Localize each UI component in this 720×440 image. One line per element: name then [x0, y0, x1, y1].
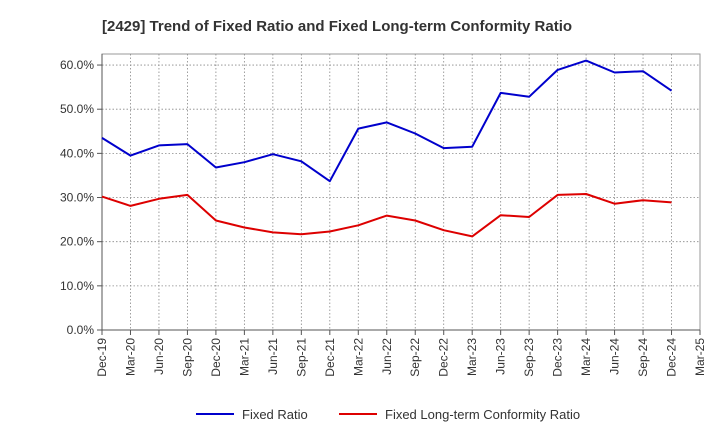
x-tick-label: Mar-20: [123, 338, 137, 376]
legend: Fixed Ratio Fixed Long-term Conformity Ra…: [196, 407, 580, 422]
x-tick-label: Dec-24: [665, 338, 679, 377]
series-line-1: [101, 59, 673, 183]
series-lines: [101, 59, 673, 238]
x-tick-label: Dec-21: [323, 338, 337, 377]
x-tick-label: Sep-22: [408, 338, 422, 377]
y-tick-label: 20.0%: [60, 235, 94, 249]
y-tick-label: 40.0%: [60, 146, 94, 160]
y-tick-label: 50.0%: [60, 102, 94, 116]
y-tick-label: 10.0%: [60, 279, 94, 293]
x-tick-label: Mar-23: [465, 338, 479, 376]
x-tick-label: Mar-21: [237, 338, 251, 376]
y-tick-label: 0.0%: [67, 323, 95, 337]
plot-area: [101, 53, 701, 331]
y-tick-label: 60.0%: [60, 58, 94, 72]
x-tick-label: Jun-24: [608, 338, 622, 375]
x-tick-label: Sep-24: [636, 338, 650, 377]
x-tick-label: Sep-21: [294, 338, 308, 377]
x-tick-label: Jun-21: [266, 338, 280, 375]
gridlines: [102, 54, 700, 330]
x-tick-label: Sep-23: [522, 338, 536, 377]
x-tick-label: Dec-19: [95, 338, 109, 377]
x-tick-label: Sep-20: [180, 338, 194, 377]
y-tick-label: 30.0%: [60, 191, 94, 205]
y-axis: 0.0% 10.0% 20.0% 30.0% 40.0% 50.0% 60.0%: [60, 58, 102, 337]
x-tick-label: Jun-23: [494, 338, 508, 375]
x-tick-label: Dec-20: [209, 338, 223, 377]
legend-label: Fixed Long-term Conformity Ratio: [385, 407, 580, 422]
chart-title: [2429] Trend of Fixed Ratio and Fixed Lo…: [102, 18, 572, 35]
x-tick-label: Dec-23: [551, 338, 565, 377]
x-tick-label: Mar-22: [351, 338, 365, 376]
legend-label: Fixed Ratio: [242, 407, 308, 422]
x-tick-label: Mar-25: [693, 338, 707, 376]
axis-frame: [101, 54, 700, 331]
x-tick-label: Jun-20: [152, 338, 166, 375]
x-tick-label: Jun-22: [380, 338, 394, 375]
x-tick-label: Dec-22: [437, 338, 451, 377]
x-tick-label: Mar-24: [579, 338, 593, 376]
series-line-2: [101, 193, 672, 238]
x-axis: Dec-19 Mar-20 Jun-20 Sep-20 Dec-20 Mar-21 Jun-…: [95, 330, 707, 377]
